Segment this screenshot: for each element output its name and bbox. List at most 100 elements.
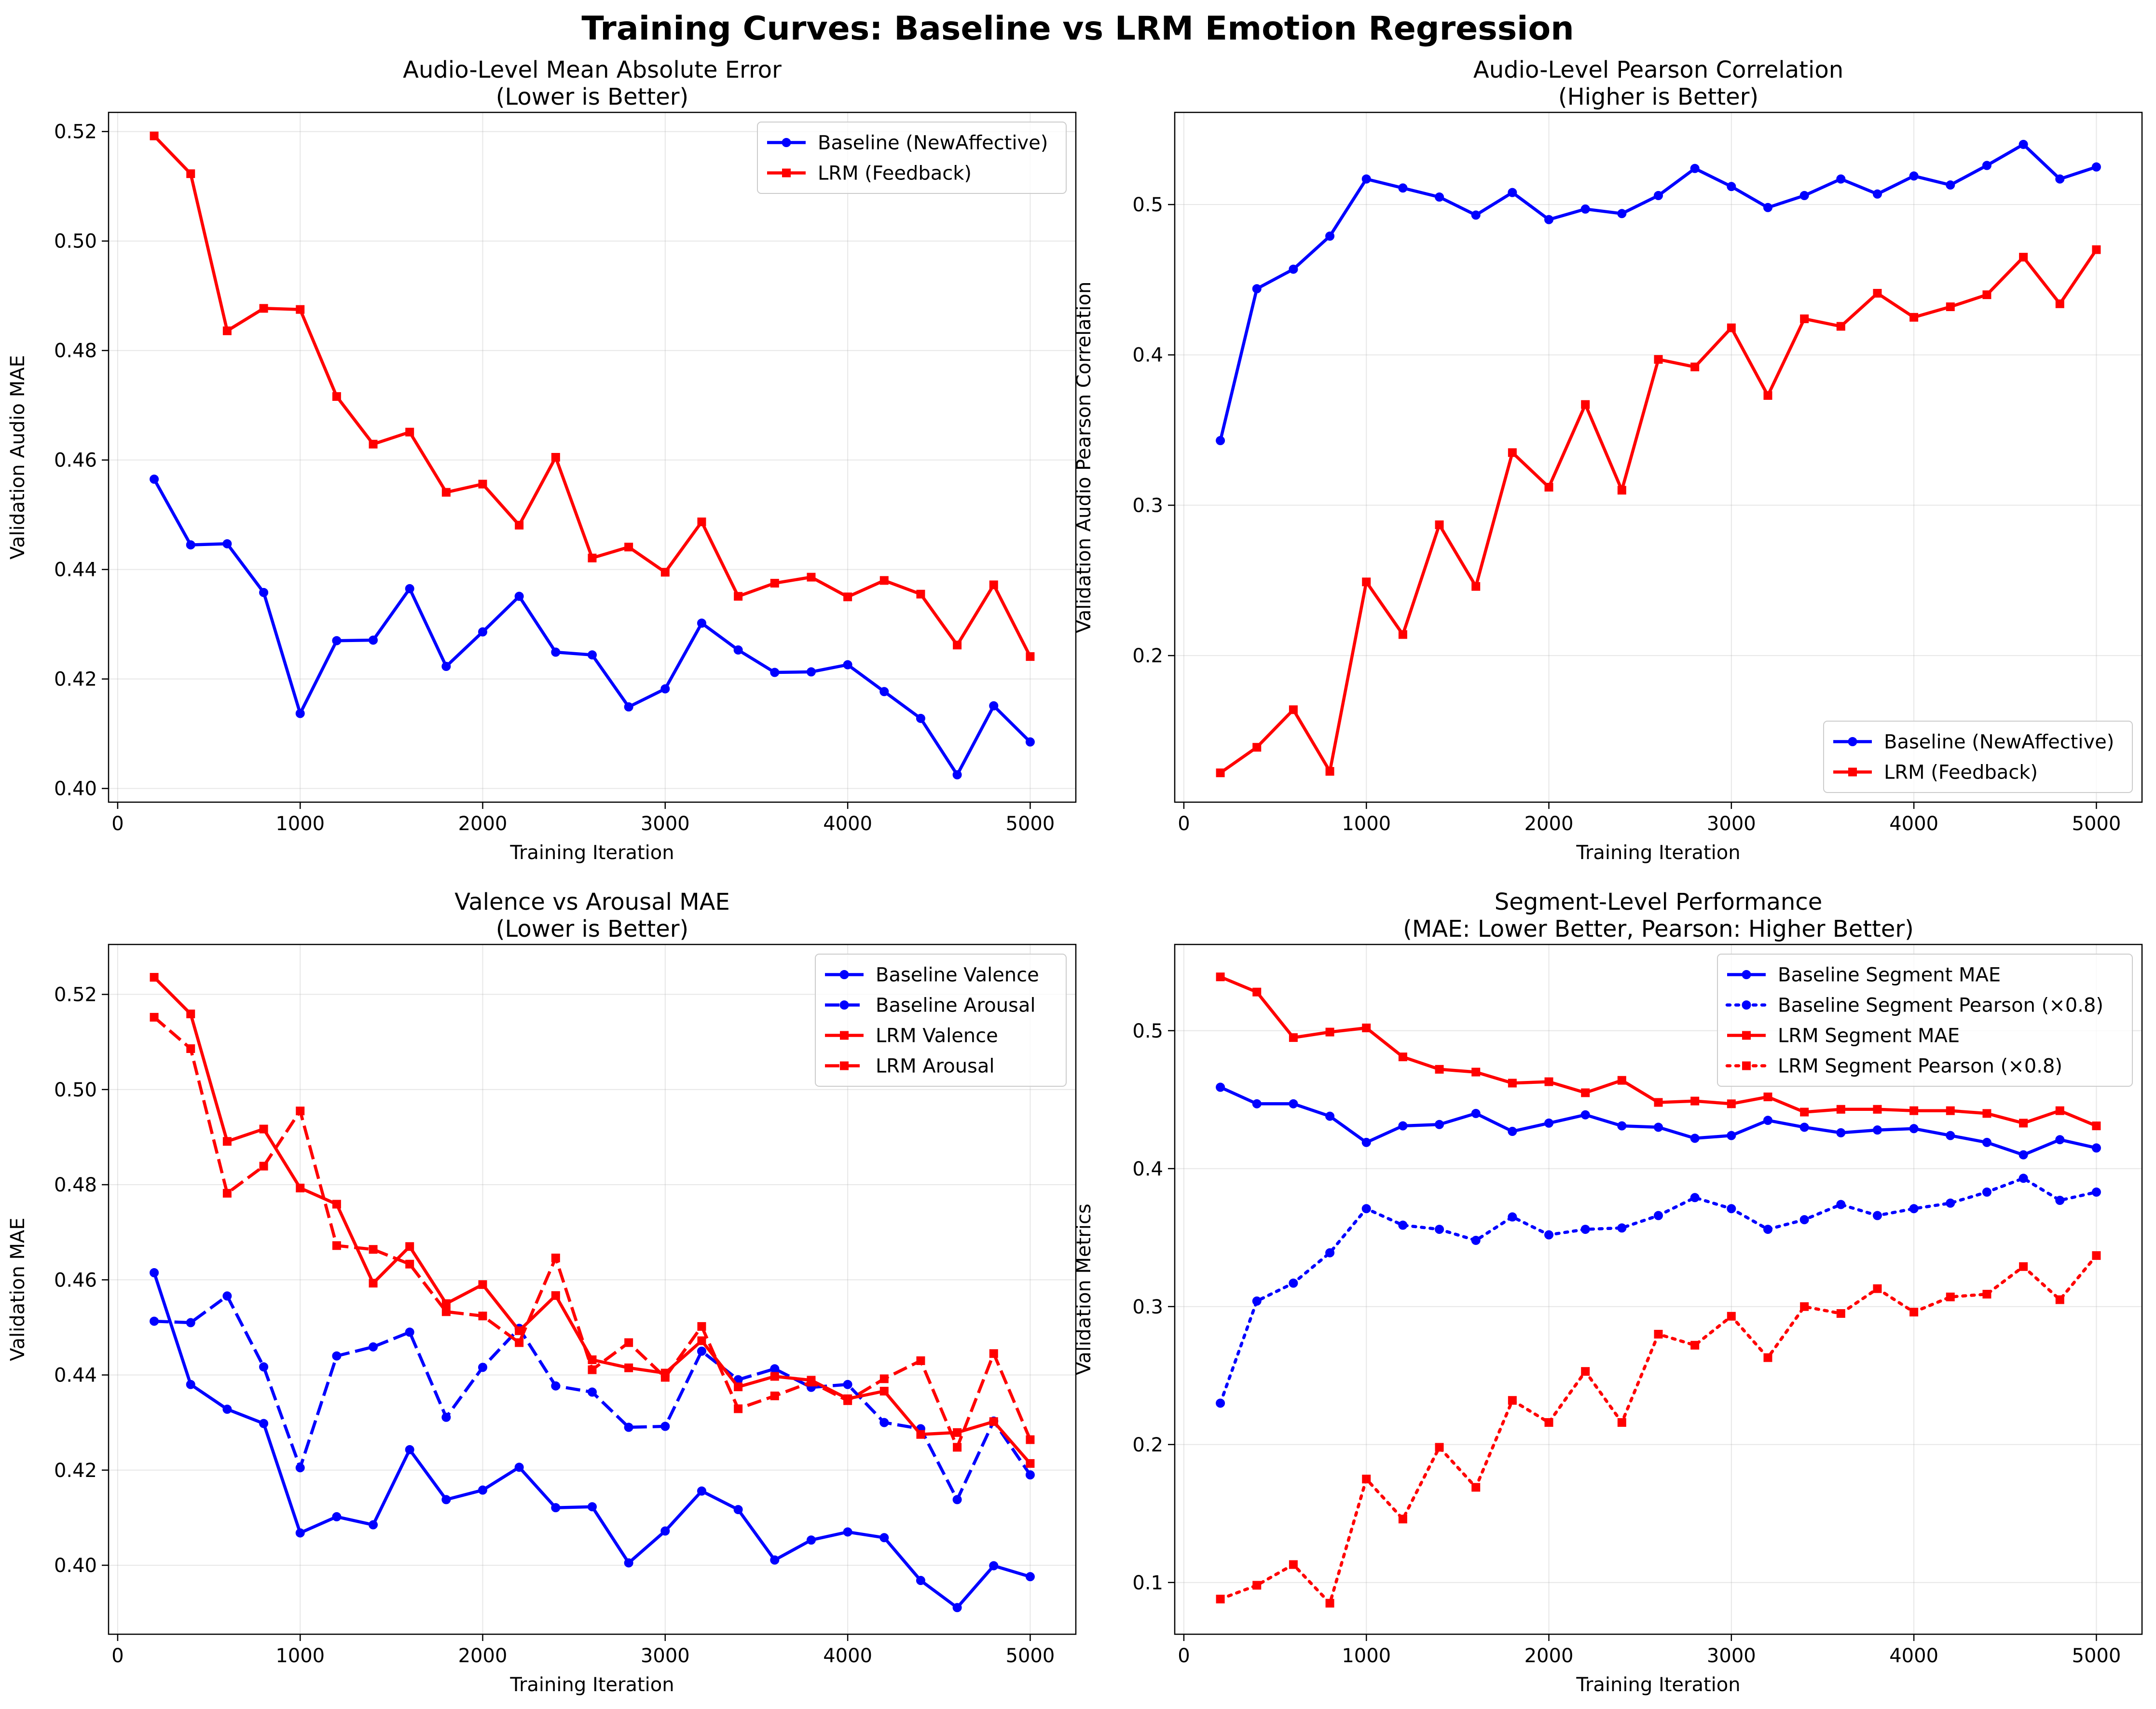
data-point xyxy=(660,1526,670,1536)
data-point xyxy=(1873,288,1882,298)
data-point xyxy=(515,1338,524,1347)
data-point xyxy=(697,1486,706,1496)
data-point xyxy=(514,1463,524,1472)
data-point xyxy=(1617,1076,1626,1085)
data-point xyxy=(1763,1225,1772,1234)
data-point xyxy=(1435,1225,1444,1234)
data-point xyxy=(588,1502,597,1512)
legend-entry: Baseline (NewAffective) xyxy=(818,132,1048,154)
panel-title-line: Audio-Level Mean Absolute Error xyxy=(403,56,782,83)
data-point xyxy=(551,453,560,462)
chart-panel-2: Audio-Level Pearson Correlation (Higher i… xyxy=(1073,56,2143,864)
data-point xyxy=(1471,1067,1481,1077)
data-point xyxy=(295,1528,305,1538)
data-point xyxy=(259,588,269,597)
legend-marker xyxy=(839,970,849,979)
data-point xyxy=(734,592,743,601)
data-point xyxy=(734,1382,743,1392)
data-point xyxy=(1617,1223,1627,1233)
data-point xyxy=(405,584,414,593)
x-tick-label: 0 xyxy=(1178,813,1190,835)
data-point xyxy=(1361,174,1371,184)
data-point xyxy=(1799,1215,1809,1225)
data-point xyxy=(1799,1122,1809,1132)
data-point xyxy=(588,1365,597,1374)
data-point xyxy=(660,568,670,577)
data-point xyxy=(1836,322,1845,331)
panel-title: Audio-Level Mean Absolute Error (Lower is… xyxy=(403,56,782,110)
data-point xyxy=(770,1372,779,1381)
x-tick-label: 0 xyxy=(1178,1645,1190,1667)
data-point xyxy=(514,591,524,601)
data-point xyxy=(843,1380,852,1389)
grid-lines xyxy=(1175,112,2142,802)
data-point xyxy=(879,576,889,585)
panel-title-line: Valence vs Arousal MAE xyxy=(454,889,730,916)
data-point xyxy=(259,1162,268,1171)
y-tick-label: 0.46 xyxy=(54,450,97,472)
x-tick-label: 0 xyxy=(111,813,124,835)
y-tick-label: 0.3 xyxy=(1132,494,1163,517)
data-point xyxy=(660,1422,670,1431)
data-point xyxy=(1873,1105,1882,1114)
x-tick-label: 5000 xyxy=(1006,1645,1055,1667)
data-point xyxy=(2019,1174,2028,1183)
data-point xyxy=(296,305,305,314)
data-point xyxy=(186,1380,195,1389)
data-point xyxy=(405,1327,414,1337)
x-tick-label: 4000 xyxy=(823,813,872,835)
panel-title-line: Segment-Level Performance xyxy=(1495,889,1822,916)
data-point xyxy=(1690,1340,1700,1350)
data-point xyxy=(259,1419,269,1428)
data-point xyxy=(1654,1122,1663,1132)
data-point xyxy=(1654,1098,1663,1107)
data-point xyxy=(843,592,852,602)
chart-panel-3: Valence vs Arousal MAE (Lower is Better) 0… xyxy=(7,889,1077,1696)
data-point xyxy=(1909,1204,1919,1214)
data-point xyxy=(1398,630,1407,639)
panel-title-line: Audio-Level Pearson Correlation xyxy=(1473,56,1843,83)
data-point xyxy=(2055,1196,2065,1205)
legend-marker xyxy=(1742,1031,1751,1040)
data-point xyxy=(405,1242,414,1251)
data-point xyxy=(295,1463,305,1473)
x-axis-label: Training Iteration xyxy=(1576,1674,1740,1696)
data-point xyxy=(1025,1572,1035,1582)
data-point xyxy=(478,1485,488,1495)
data-point xyxy=(1763,1353,1772,1362)
data-point xyxy=(1362,1024,1371,1033)
panel-title-line: (Lower is Better) xyxy=(496,916,688,943)
data-point xyxy=(478,1280,487,1289)
data-point xyxy=(807,573,816,582)
series-lrm-segment-mae xyxy=(1216,972,2101,1131)
y-tick-label: 0.48 xyxy=(54,340,97,362)
data-point xyxy=(1544,1230,1554,1240)
data-point xyxy=(879,1374,889,1383)
data-point xyxy=(624,1363,633,1372)
data-point xyxy=(186,1009,195,1018)
data-point xyxy=(1025,1470,1035,1480)
data-point xyxy=(953,1443,962,1452)
data-point xyxy=(478,627,488,637)
data-point xyxy=(1435,520,1444,529)
data-point xyxy=(296,1107,305,1116)
y-tick-label: 0.4 xyxy=(1132,344,1163,367)
data-point xyxy=(770,1391,779,1400)
panel-title: Valence vs Arousal MAE (Lower is Better) xyxy=(454,889,730,943)
legend-marker xyxy=(1742,1000,1751,1010)
x-tick-label: 5000 xyxy=(2072,813,2121,835)
panel-title-line: (Higher is Better) xyxy=(1558,83,1758,110)
data-point xyxy=(1216,436,1225,445)
data-point xyxy=(478,1363,488,1372)
data-point xyxy=(150,973,159,982)
legend-box xyxy=(815,954,1067,1087)
data-point xyxy=(1946,302,1955,312)
x-axis-label: Training Iteration xyxy=(509,1674,674,1696)
legend-marker xyxy=(1742,1061,1751,1070)
data-point xyxy=(989,1561,999,1571)
data-point xyxy=(1435,1065,1444,1074)
data-point xyxy=(953,1428,962,1437)
data-point xyxy=(1398,1515,1407,1524)
data-point xyxy=(1216,1082,1225,1092)
